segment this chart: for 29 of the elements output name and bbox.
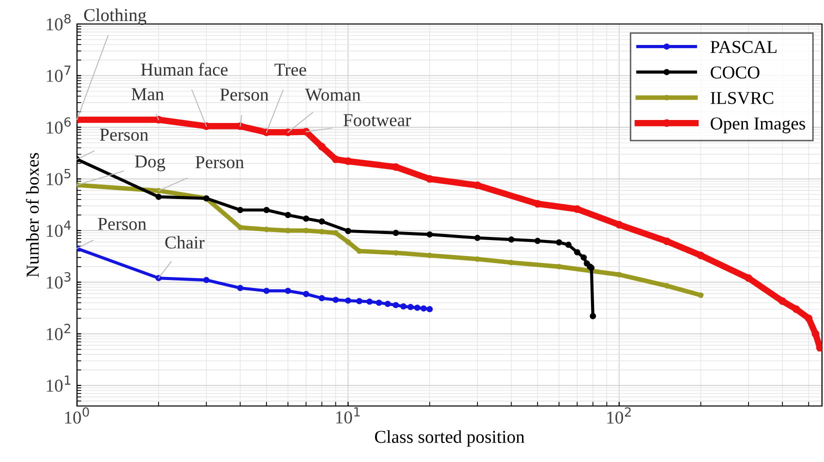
annotation: Footwear <box>344 114 412 126</box>
x-tick-label: 10$^{1}$ <box>336 407 360 424</box>
annotation: Chair <box>165 236 205 249</box>
x-tick-label: 10$^{2}$ <box>607 407 631 424</box>
legend-label: COCO <box>710 66 760 79</box>
y-tick-label: 10$^{2}$ <box>46 324 70 340</box>
annotation: Human face <box>141 62 228 76</box>
y-tick-label: 10$^{8}$ <box>46 14 71 30</box>
y-tick-label: 10$^{7}$ <box>46 66 70 82</box>
legend-label: Open Images <box>710 117 806 134</box>
y-tick-label: 10$^{4}$ <box>46 220 71 237</box>
annotation: Person <box>196 156 244 168</box>
y-tick-label: 10$^{6}$ <box>46 117 71 134</box>
annotation: Person <box>100 128 148 141</box>
annotation: Man <box>132 88 164 100</box>
annotation: Person <box>98 218 146 230</box>
legend-label: PASCAL <box>710 40 776 54</box>
annotation: Woman <box>305 88 361 101</box>
y-axis-title: Number of boxes <box>26 152 39 278</box>
y-tick-label: 10$^{1}$ <box>46 375 70 392</box>
annotation: Tree <box>274 64 306 76</box>
x-tick-label: 10$^{0}$ <box>65 407 89 424</box>
y-tick-label: 10$^{3}$ <box>46 272 70 289</box>
x-axis-title: Class sorted position <box>375 430 524 447</box>
annotation: Dog <box>134 156 166 172</box>
legend-label: ILSVRC <box>710 92 774 104</box>
annotation: Clothing <box>84 8 146 25</box>
y-tick-label: 10$^{5}$ <box>46 168 70 186</box>
annotation: Person <box>220 88 269 101</box>
